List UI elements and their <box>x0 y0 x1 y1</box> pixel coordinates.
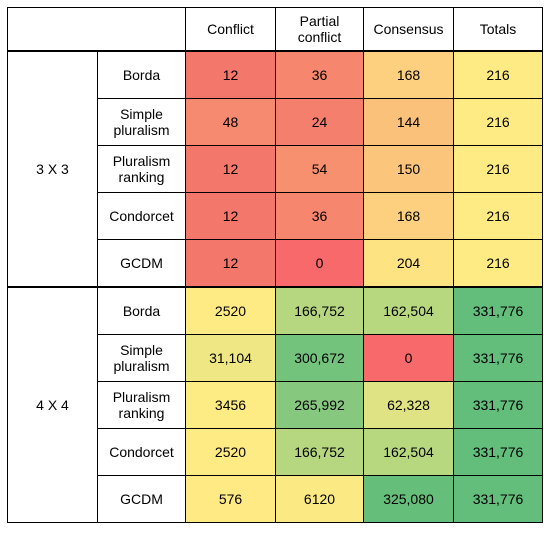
value-cell: 36 <box>275 50 364 99</box>
value-cell: 0 <box>275 239 364 288</box>
value-cell: 216 <box>453 98 543 146</box>
value-cell: 150 <box>363 145 454 193</box>
value-cell: 12 <box>185 50 276 99</box>
value-cell: 12 <box>185 192 276 240</box>
value-cell: 31,104 <box>185 334 276 382</box>
value-cell: 168 <box>363 192 454 240</box>
method-label: Borda <box>97 286 186 335</box>
value-cell: 48 <box>185 98 276 146</box>
method-label: GCDM <box>97 475 186 523</box>
value-cell: 62,328 <box>363 381 454 429</box>
table-row: Condorcet 12 36 168 216 <box>8 192 543 240</box>
value-cell: 300,672 <box>275 334 364 382</box>
method-label: GCDM <box>97 239 186 288</box>
value-cell: 54 <box>275 145 364 193</box>
value-cell: 576 <box>185 475 276 523</box>
value-cell: 216 <box>453 145 543 193</box>
table-row: Simple pluralism 31,104 300,672 0 331,776 <box>8 334 543 382</box>
column-header: Totals <box>453 7 543 52</box>
column-header: Conflict <box>185 7 276 52</box>
value-cell: 216 <box>453 50 543 99</box>
value-cell: 162,504 <box>363 286 454 335</box>
value-cell: 216 <box>453 239 543 288</box>
value-cell: 0 <box>363 334 454 382</box>
table-body: 3 X 3 Borda 12 36 168 216 Simple pluralism 48 24… <box>7 50 543 523</box>
group-label: 3 X 3 <box>7 50 98 288</box>
value-cell: 265,992 <box>275 381 364 429</box>
value-cell: 204 <box>363 239 454 288</box>
value-cell: 6120 <box>275 475 364 523</box>
value-cell: 168 <box>363 50 454 99</box>
value-cell: 331,776 <box>453 381 543 429</box>
value-cell: 12 <box>185 145 276 193</box>
table-row: Condorcet 2520 166,752 162,504 331,776 <box>8 428 543 476</box>
value-cell: 3456 <box>185 381 276 429</box>
table-row: 3 X 3 Borda 12 36 168 216 <box>7 50 543 288</box>
value-cell: 331,776 <box>453 334 543 382</box>
header-row: Conflict Partial conflict Consensus Tota… <box>7 7 543 52</box>
value-cell: 166,752 <box>275 286 364 335</box>
method-label: Simple pluralism <box>97 98 186 146</box>
value-cell: 2520 <box>185 286 276 335</box>
value-cell: 331,776 <box>453 286 543 335</box>
value-cell: 24 <box>275 98 364 146</box>
corner-cell <box>7 7 186 52</box>
value-cell: 166,752 <box>275 428 364 476</box>
table-row: GCDM 12 0 204 216 <box>8 239 543 288</box>
value-cell: 331,776 <box>453 475 543 523</box>
method-label: Pluralism ranking <box>97 145 186 193</box>
table-row: 4 X 4 Borda 2520 166,752 162,504 331,776 <box>7 286 543 523</box>
method-label: Borda <box>97 50 186 99</box>
value-cell: 12 <box>185 239 276 288</box>
value-cell: 144 <box>363 98 454 146</box>
value-cell: 216 <box>453 192 543 240</box>
table-row: GCDM 576 6120 325,080 331,776 <box>8 475 543 523</box>
results-table: Conflict Partial conflict Consensus Tota… <box>7 7 543 523</box>
value-cell: 2520 <box>185 428 276 476</box>
value-cell: 162,504 <box>363 428 454 476</box>
group-label: 4 X 4 <box>7 286 98 523</box>
column-header: Consensus <box>363 7 454 52</box>
table-row: Pluralism ranking 3456 265,992 62,328 331,77… <box>8 381 543 429</box>
table-row: Simple pluralism 48 24 144 216 <box>8 98 543 146</box>
value-cell: 325,080 <box>363 475 454 523</box>
table-row: Pluralism ranking 12 54 150 216 <box>8 145 543 193</box>
method-label: Condorcet <box>97 192 186 240</box>
method-label: Simple pluralism <box>97 334 186 382</box>
value-cell: 331,776 <box>453 428 543 476</box>
column-header: Partial conflict <box>275 7 364 52</box>
method-label: Condorcet <box>97 428 186 476</box>
method-label: Pluralism ranking <box>97 381 186 429</box>
value-cell: 36 <box>275 192 364 240</box>
